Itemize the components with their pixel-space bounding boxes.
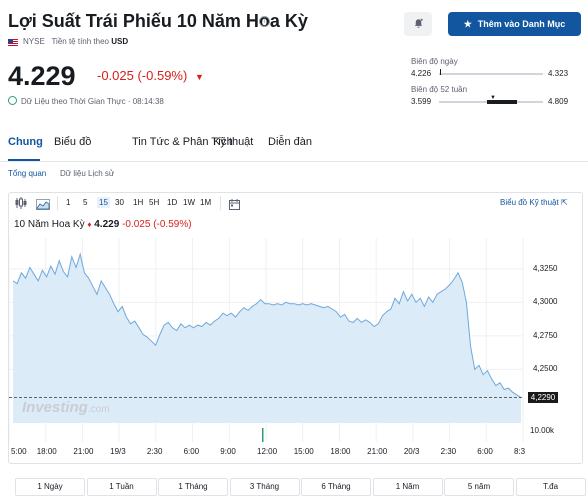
price-change: -0.025 (-0.59%) ▼ (97, 68, 204, 83)
legend-down-icon: ♦ (87, 220, 92, 229)
week52-range-pointer: ▼ (490, 95, 496, 101)
advanced-chart-link[interactable]: Biểu đồ Kỹ thuật ⇱ (500, 198, 568, 207)
bell-plus-icon (414, 18, 423, 28)
interval-1[interactable]: 1 (66, 198, 71, 207)
last-price: 4.229 (8, 61, 76, 91)
legend-change: -0.025 (-0.59%) (122, 219, 192, 230)
watermark-domain: .com (87, 404, 110, 415)
day-range-label: Biên độ ngày (411, 57, 458, 66)
interval-1h[interactable]: 1H (133, 198, 144, 207)
x-tick-label: 5:00 (11, 447, 27, 456)
interval-1m[interactable]: 1M (200, 198, 212, 207)
x-tick-label: 18:00 (36, 447, 57, 456)
period-button[interactable]: 3 Tháng (229, 478, 300, 496)
week52-range-high: 4.809 (548, 97, 569, 106)
y-tick-label: 4,3000 (533, 297, 558, 307)
currency-label: Tiền tệ tính theo (51, 37, 109, 46)
period-button[interactable]: 1 Tuần (86, 478, 157, 496)
chart-legend: 10 Năm Hoa Kỳ ♦ 4.229 -0.025 (-0.59%) (14, 219, 192, 230)
x-tick-label: 12:00 (257, 447, 278, 456)
realtime-status: Dữ Liệu theo Thời Gian Thực · 08:14:38 (8, 96, 164, 106)
interval-1w[interactable]: 1W (183, 198, 195, 207)
tab-chung[interactable]: Chung (8, 136, 43, 148)
period-button[interactable]: T.đa (515, 478, 586, 496)
watermark-logo: Investing (22, 399, 88, 416)
day-range-bar (439, 73, 543, 75)
currency-value: USD (111, 37, 129, 46)
legend-name: 10 Năm Hoa Kỳ (14, 219, 85, 230)
period-button[interactable]: 1 Ngày (15, 478, 85, 496)
external-link-icon: ⇱ (560, 198, 568, 207)
week52-range-fill (487, 100, 518, 104)
toolbar-divider (220, 196, 221, 210)
x-tick-label: 18:00 (330, 447, 351, 456)
volume-bar (262, 428, 264, 442)
price-chart[interactable] (9, 238, 581, 454)
interval-5h[interactable]: 5H (149, 198, 160, 207)
subtab-tong-quan[interactable]: Tổng quan (8, 169, 47, 178)
tab-tin-tuc[interactable]: Tin Tức & Phân Tích (132, 136, 233, 148)
period-button[interactable]: 1 Năm (372, 478, 443, 496)
day-range-high: 4.323 (548, 69, 569, 78)
price-line (12, 252, 522, 398)
realtime-label: Dữ Liệu theo Thời Gian Thực · 08:14:38 (21, 97, 164, 106)
add-to-watchlist-button[interactable]: ★ Thêm vào Danh Mục (448, 12, 581, 36)
legend-value: 4.229 (94, 219, 120, 230)
interval-30[interactable]: 30 (115, 198, 124, 207)
x-tick-label: 21:00 (73, 447, 94, 456)
investing-watermark: Investing.com (22, 399, 110, 416)
x-tick-label: 2:30 (440, 447, 457, 456)
exchange-name: NYSE (23, 37, 45, 46)
y-tick-label: 4,3250 (533, 263, 558, 273)
period-button[interactable]: 6 Tháng (301, 478, 371, 496)
current-value-tag: 4,2290 (528, 391, 558, 403)
x-tick-label: 2:30 (146, 447, 163, 456)
tabs-divider (0, 161, 588, 162)
info-icon[interactable]: i (259, 16, 270, 27)
volume-scale-label: 10.00k (530, 426, 555, 435)
x-tick-label: 6:00 (183, 447, 200, 456)
interval-1d[interactable]: 1D (167, 198, 178, 207)
page-title: Lợi Suất Trái Phiếu 10 Năm Hoa Kỳ (8, 11, 308, 31)
x-tick-label: 20/3 (403, 447, 420, 456)
day-range-low: 4.226 (411, 69, 432, 78)
us-flag-icon (8, 39, 18, 46)
period-button[interactable]: 1 Tháng (158, 478, 228, 496)
candlestick-icon[interactable] (14, 196, 28, 209)
week52-range-low: 3.599 (411, 97, 432, 106)
period-button[interactable]: 5 năm (444, 478, 514, 496)
day-range-marker (440, 69, 441, 75)
price-change-value: -0.025 (-0.59%) (97, 68, 188, 83)
interval-5[interactable]: 5 (83, 198, 88, 207)
x-tick-label: 9:00 (220, 447, 236, 456)
calendar-icon[interactable] (229, 197, 240, 210)
x-tick-label: 8:3 (514, 447, 526, 456)
week52-range-label: Biên độ 52 tuần (411, 85, 468, 94)
y-tick-label: 4,2750 (533, 330, 558, 340)
add-to-watchlist-label: Thêm vào Danh Mục (477, 19, 566, 29)
x-tick-label: 6:00 (477, 447, 493, 456)
toolbar-divider (57, 196, 58, 210)
subtab-du-lieu-lich-su[interactable]: Dữ liệu Lịch sử (60, 169, 115, 178)
exchange-info: NYSE Tiền tệ tính theo USD (23, 37, 128, 46)
clock-icon (8, 96, 17, 105)
price-area-fill (13, 254, 521, 423)
tab-dien-dan[interactable]: Diễn đàn (268, 136, 313, 148)
y-tick-label: 4,2500 (533, 364, 558, 374)
area-chart-icon[interactable] (36, 197, 50, 210)
create-alert-button[interactable] (404, 12, 432, 36)
x-tick-label: 19/3 (110, 447, 126, 456)
x-tick-label: 21:00 (367, 447, 388, 456)
tab-ky-thuat[interactable]: Kỹ thuật (213, 136, 254, 148)
star-icon: ★ (463, 19, 472, 29)
interval-15[interactable]: 15 (97, 197, 110, 208)
active-tab-underline (8, 159, 40, 161)
advanced-chart-label: Biểu đồ Kỹ thuật (500, 198, 559, 207)
x-tick-label: 15:00 (293, 447, 314, 456)
down-triangle-icon: ▼ (194, 72, 204, 82)
tab-bieu-do[interactable]: Biểu đồ (54, 136, 92, 148)
